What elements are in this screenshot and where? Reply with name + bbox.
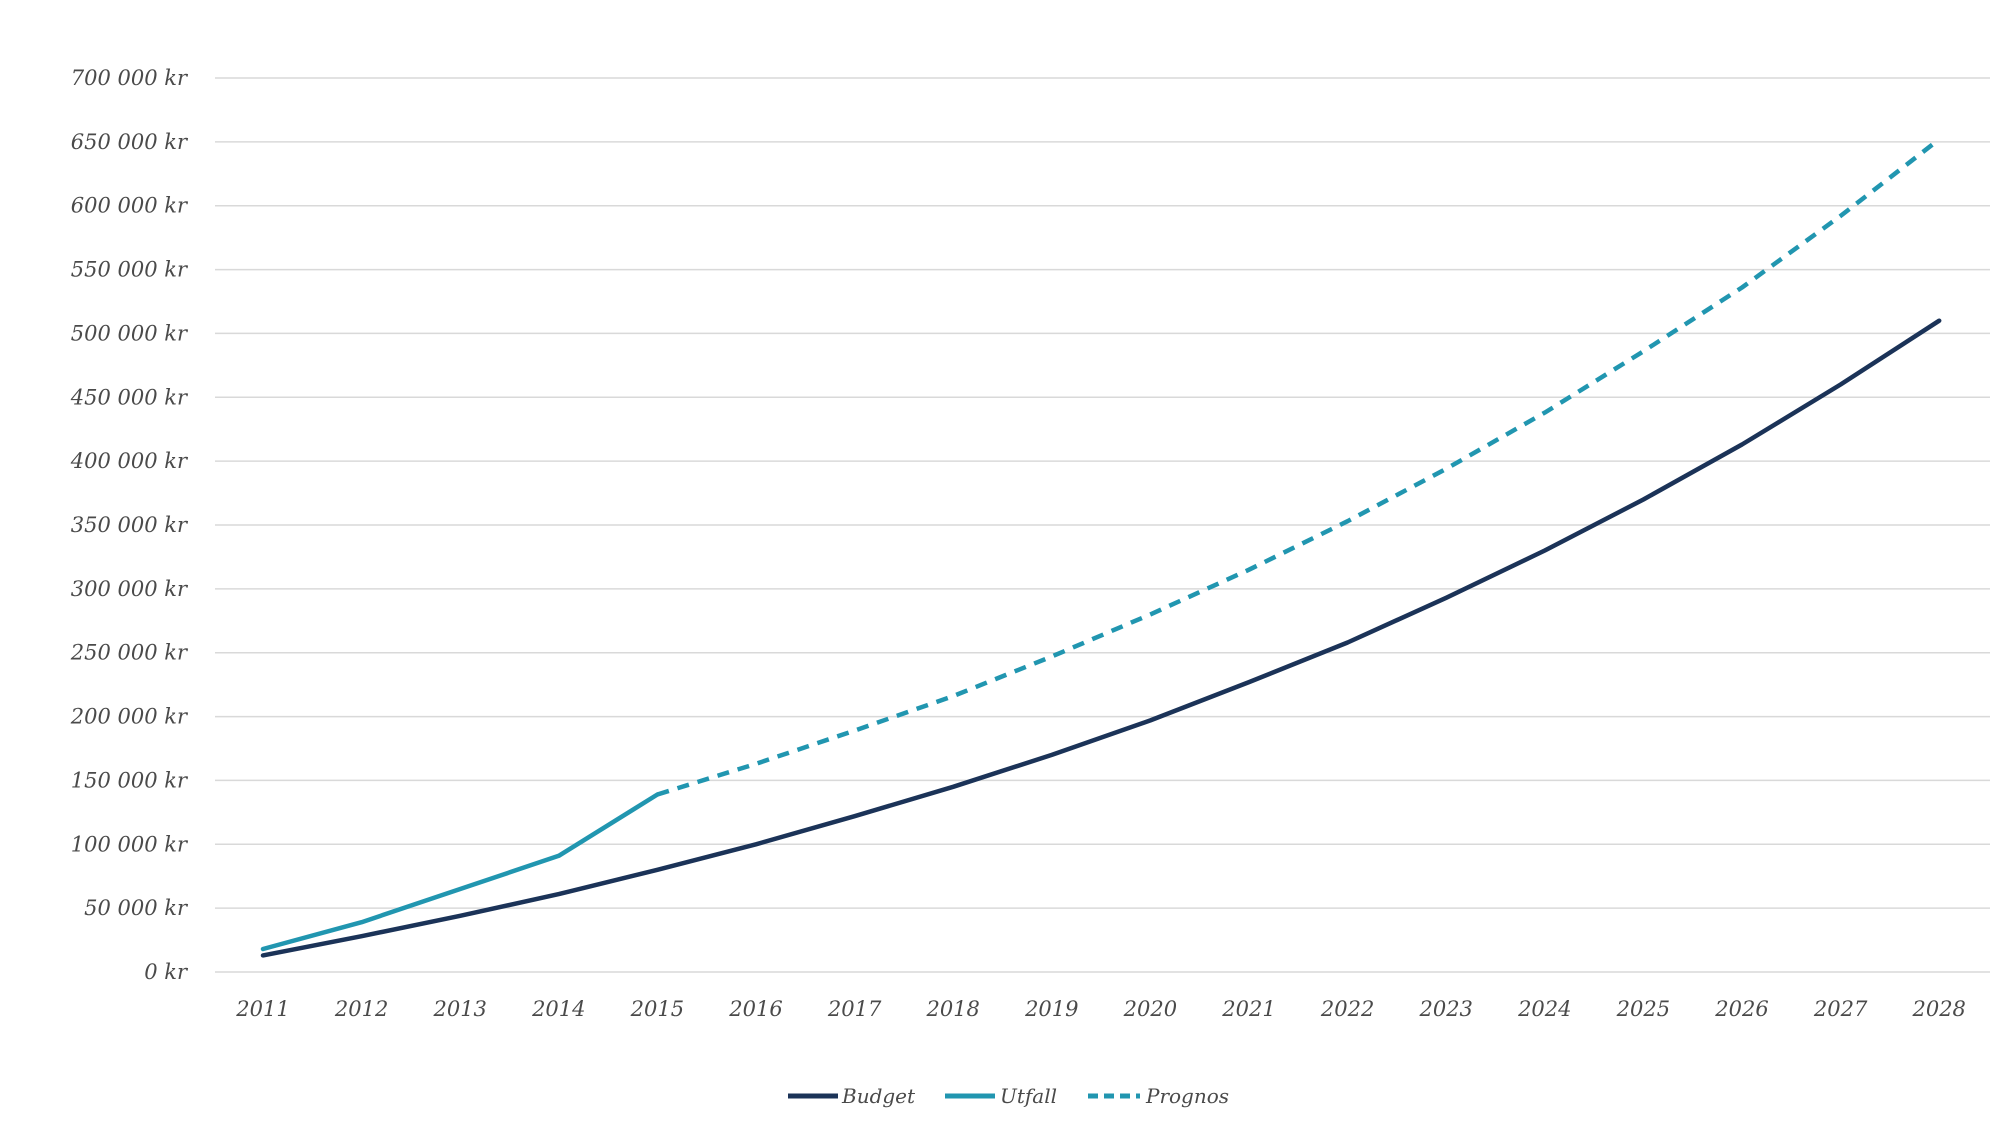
y-tick-label: 700 000 kr [71, 66, 189, 90]
y-tick-label: 550 000 kr [71, 258, 189, 282]
x-tick-label: 2016 [728, 997, 782, 1021]
series-line-prognos [656, 137, 1941, 797]
series-line-budget [260, 318, 1942, 958]
y-tick-label: 150 000 kr [71, 768, 189, 792]
x-tick-label: 2026 [1714, 997, 1768, 1021]
y-tick-label: 50 000 kr [84, 896, 189, 920]
x-tick-label: 2018 [925, 997, 979, 1021]
y-tick-label: 350 000 kr [71, 513, 189, 537]
x-tick-label: 2028 [1911, 997, 1965, 1021]
legend-label-budget: Budget [841, 1084, 916, 1108]
series-line-utfall [260, 792, 660, 952]
y-tick-label: 100 000 kr [71, 832, 189, 856]
x-tick-label: 2024 [1517, 997, 1571, 1021]
y-tick-label: 300 000 kr [71, 577, 189, 601]
x-tick-label: 2017 [827, 997, 882, 1021]
series-lines [260, 137, 1942, 958]
x-tick-label: 2022 [1320, 997, 1374, 1021]
legend: Budget Utfall Prognos [788, 1084, 1229, 1108]
x-tick-label: 2021 [1221, 997, 1275, 1021]
gridlines [215, 77, 1990, 973]
y-tick-label: 450 000 kr [70, 385, 189, 409]
y-tick-label: 600 000 kr [71, 194, 189, 218]
x-tick-label: 2015 [630, 997, 684, 1021]
x-tick-label: 2013 [432, 997, 486, 1021]
x-tick-label: 2023 [1418, 997, 1472, 1021]
x-tick-label: 2014 [531, 997, 585, 1021]
x-tick-label: 2011 [235, 997, 289, 1021]
y-tick-label: 250 000 kr [70, 641, 189, 665]
legend-label-utfall: Utfall [1000, 1084, 1057, 1108]
y-axis-tick-labels: 0 kr 50 000 kr 100 000 kr 150 000 kr 200 000… [70, 66, 189, 984]
y-tick-label: 200 000 kr [70, 705, 189, 729]
x-axis-tick-labels: 2011 2012 2013 2014 2015 2016 2017 2018 2019 2020… [235, 997, 1966, 1021]
y-tick-label: 500 000 kr [71, 321, 189, 345]
y-tick-label: 400 000 kr [70, 449, 189, 473]
x-tick-label: 2012 [334, 997, 388, 1021]
x-tick-label: 2027 [1813, 997, 1868, 1021]
y-tick-label: 0 kr [144, 960, 189, 984]
x-tick-label: 2020 [1123, 997, 1177, 1021]
x-tick-label: 2019 [1024, 997, 1078, 1021]
x-tick-label: 2025 [1616, 997, 1670, 1021]
legend-label-prognos: Prognos [1145, 1084, 1229, 1108]
y-tick-label: 650 000 kr [71, 130, 189, 154]
